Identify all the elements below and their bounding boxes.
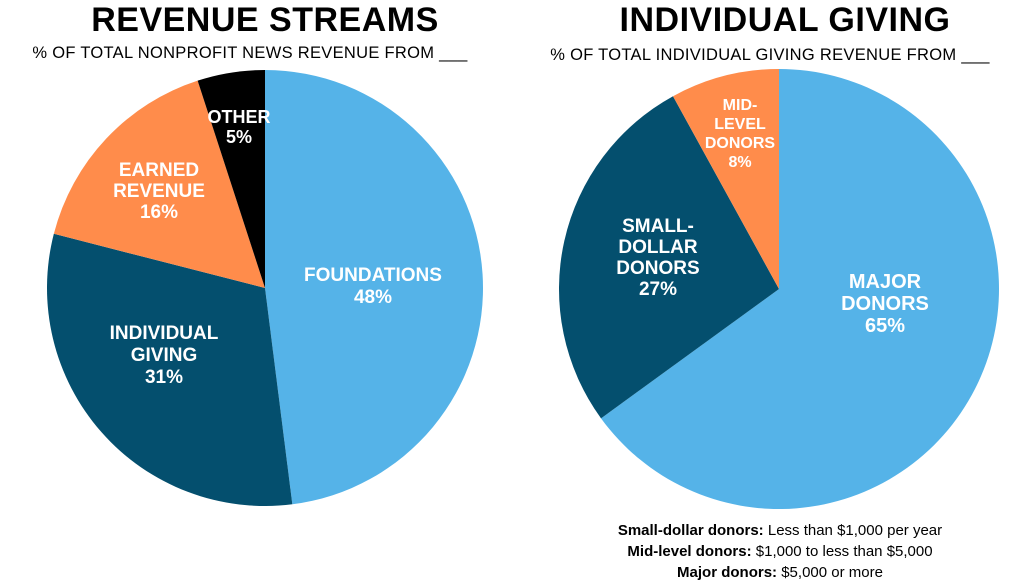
- slice-value-other: 5%: [226, 127, 252, 147]
- chart-subtitle-revenue-streams: % OF TOTAL NONPROFIT NEWS REVENUE FROM _…: [32, 44, 468, 62]
- footnote-desc: $5,000 or more: [777, 564, 883, 581]
- donor-definitions: Small-dollar donors: Less than $1,000 pe…: [560, 520, 1000, 583]
- slice-label-earned-revenue: EARNED REVENUE 16%: [113, 160, 205, 223]
- slice-label-mid-level-donors: MID-LEVEL DONORS 8%: [705, 97, 776, 171]
- pie-slice-small-dollar-donors: [558, 96, 779, 419]
- slice-value-major-donors: 65%: [865, 315, 905, 337]
- footnote-major: Major donors: $5,000 or more: [560, 562, 1000, 583]
- chart-subtitle-individual-giving: % OF TOTAL INDIVIDUAL GIVING REVENUE FRO…: [550, 46, 990, 64]
- slice-value-foundations: 48%: [354, 287, 392, 308]
- slice-label-foundations: FOUNDATIONS 48%: [304, 265, 442, 308]
- pie-slice-earned-revenue: [53, 80, 265, 288]
- footnote-term: Major donors:: [677, 564, 778, 581]
- pie-slice-individual-giving: [47, 233, 293, 507]
- footnote-term: Mid-level donors:: [627, 543, 752, 560]
- slice-value-individual-giving: 31%: [145, 367, 183, 388]
- slice-label-individual-giving: INDIVIDUAL GIVING 31%: [110, 323, 219, 388]
- footnote-desc: $1,000 to less than $5,000: [751, 543, 933, 560]
- footnote-desc: Less than $1,000 per year: [763, 522, 943, 539]
- pie-slice-mid-level-donors: [673, 69, 779, 289]
- slice-value-earned-revenue: 16%: [140, 202, 178, 223]
- slice-label-major-donors: MAJOR DONORS 65%: [841, 271, 929, 337]
- footnote-mid-level: Mid-level donors: $1,000 to less than $5…: [560, 541, 1000, 562]
- pie-slice-foundations: [265, 70, 483, 505]
- slice-value-small-dollar-donors: 27%: [639, 279, 677, 300]
- footnote-term: Small-dollar donors:: [617, 522, 764, 539]
- slice-label-small-dollar-donors: SMALL-DOLLAR DONORS 27%: [616, 216, 699, 300]
- slice-value-mid-level-donors: 8%: [728, 154, 751, 171]
- chart-title-revenue-streams: REVENUE STREAMS: [91, 1, 439, 39]
- slice-label-other: OTHER 5%: [208, 107, 271, 147]
- pie-slice-major-donors: [601, 69, 999, 509]
- pie-slice-other: [197, 70, 265, 288]
- footnote-small-dollar: Small-dollar donors: Less than $1,000 pe…: [560, 520, 1000, 541]
- chart-title-individual-giving: INDIVIDUAL GIVING: [619, 1, 951, 39]
